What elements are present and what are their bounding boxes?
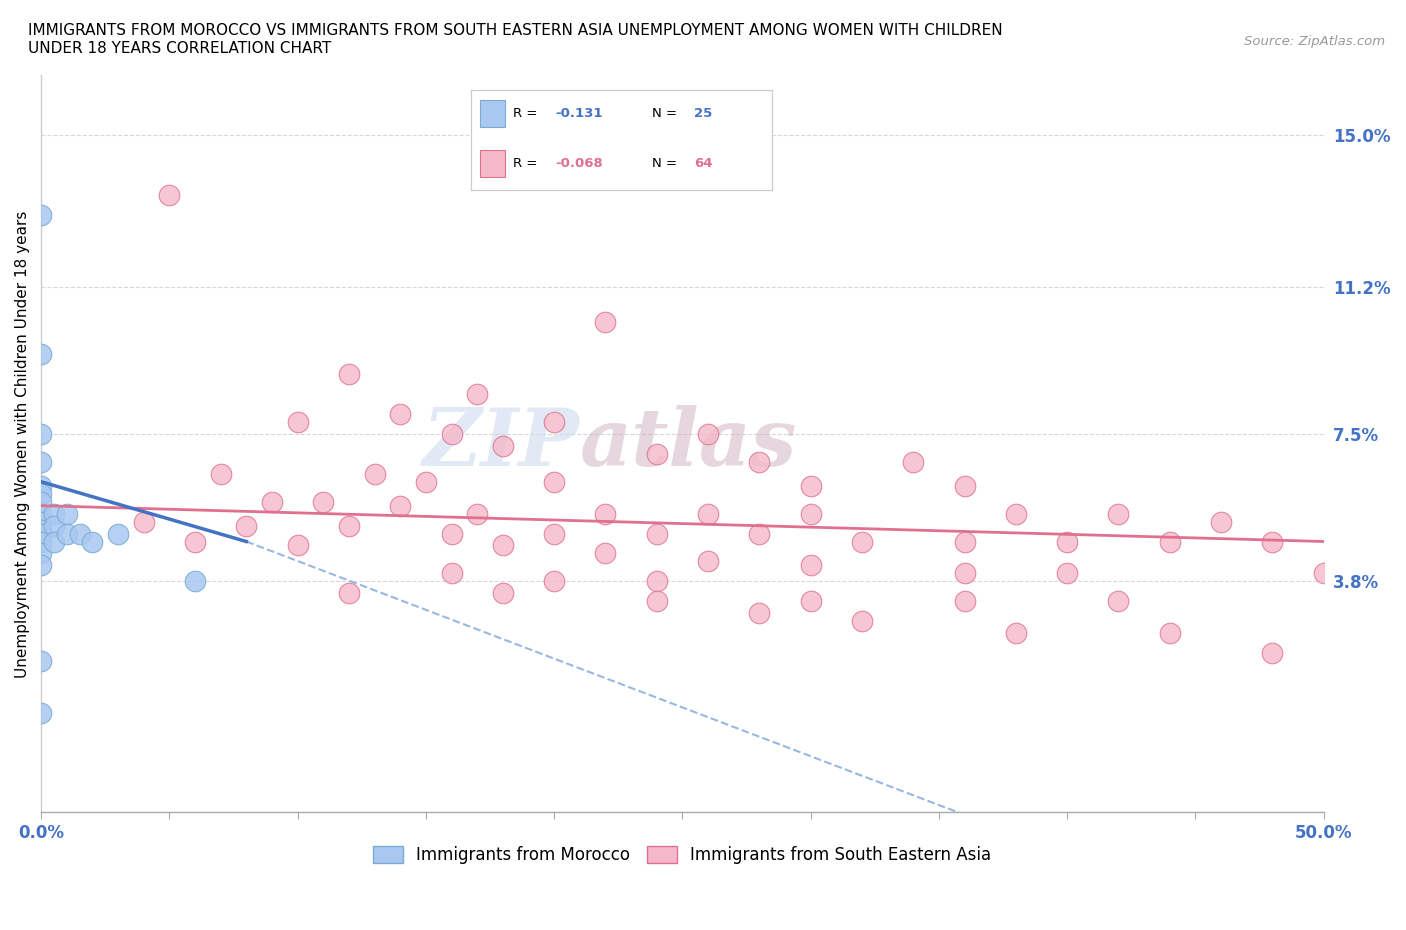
Point bbox=[492, 586, 515, 601]
Point bbox=[107, 526, 129, 541]
Point bbox=[645, 574, 668, 589]
Point bbox=[260, 494, 283, 509]
Point bbox=[800, 558, 823, 573]
Point bbox=[132, 514, 155, 529]
Point bbox=[800, 594, 823, 609]
Point bbox=[543, 574, 565, 589]
Point bbox=[748, 526, 770, 541]
Legend: Immigrants from Morocco, Immigrants from South Eastern Asia: Immigrants from Morocco, Immigrants from… bbox=[367, 839, 998, 870]
Text: IMMIGRANTS FROM MOROCCO VS IMMIGRANTS FROM SOUTH EASTERN ASIA UNEMPLOYMENT AMONG: IMMIGRANTS FROM MOROCCO VS IMMIGRANTS FR… bbox=[28, 23, 1002, 56]
Point bbox=[595, 546, 617, 561]
Point bbox=[800, 506, 823, 521]
Text: ZIP: ZIP bbox=[423, 405, 579, 483]
Point bbox=[82, 534, 104, 549]
Point bbox=[595, 506, 617, 521]
Point bbox=[30, 654, 52, 669]
Point bbox=[287, 415, 309, 430]
Point bbox=[1056, 566, 1078, 581]
Point bbox=[697, 427, 720, 442]
Point bbox=[42, 518, 65, 533]
Point bbox=[1005, 506, 1028, 521]
Point bbox=[287, 538, 309, 553]
Point bbox=[30, 347, 52, 362]
Point bbox=[30, 522, 52, 537]
Point bbox=[1056, 534, 1078, 549]
Point bbox=[953, 594, 976, 609]
Point bbox=[184, 534, 207, 549]
Point bbox=[55, 526, 77, 541]
Point bbox=[851, 534, 873, 549]
Point bbox=[30, 558, 52, 573]
Point bbox=[42, 506, 65, 521]
Point bbox=[42, 534, 65, 549]
Text: atlas: atlas bbox=[579, 405, 797, 483]
Point bbox=[851, 614, 873, 629]
Point bbox=[235, 518, 257, 533]
Point bbox=[595, 315, 617, 330]
Point bbox=[748, 455, 770, 470]
Point bbox=[492, 538, 515, 553]
Point bbox=[465, 506, 488, 521]
Point bbox=[337, 586, 360, 601]
Point bbox=[800, 478, 823, 493]
Point bbox=[30, 494, 52, 509]
Point bbox=[1159, 534, 1181, 549]
Point bbox=[645, 594, 668, 609]
Point bbox=[184, 574, 207, 589]
Point bbox=[30, 427, 52, 442]
Point bbox=[363, 466, 385, 481]
Point bbox=[30, 478, 52, 493]
Point bbox=[389, 406, 412, 421]
Point bbox=[1312, 566, 1334, 581]
Point bbox=[337, 366, 360, 381]
Point bbox=[697, 506, 720, 521]
Text: Source: ZipAtlas.com: Source: ZipAtlas.com bbox=[1244, 35, 1385, 48]
Point bbox=[645, 446, 668, 461]
Point bbox=[440, 427, 463, 442]
Point bbox=[157, 188, 180, 203]
Y-axis label: Unemployment Among Women with Children Under 18 years: Unemployment Among Women with Children U… bbox=[15, 210, 30, 678]
Point bbox=[1209, 514, 1232, 529]
Point bbox=[415, 474, 437, 489]
Point bbox=[69, 526, 91, 541]
Point bbox=[697, 554, 720, 569]
Point bbox=[440, 566, 463, 581]
Point bbox=[543, 415, 565, 430]
Point bbox=[543, 474, 565, 489]
Point bbox=[30, 526, 52, 541]
Point bbox=[543, 526, 565, 541]
Point bbox=[30, 534, 52, 549]
Point bbox=[1159, 626, 1181, 641]
Point bbox=[209, 466, 232, 481]
Point bbox=[1005, 626, 1028, 641]
Point bbox=[30, 514, 52, 529]
Point bbox=[953, 566, 976, 581]
Point bbox=[645, 526, 668, 541]
Point bbox=[440, 526, 463, 541]
Point bbox=[953, 534, 976, 549]
Point bbox=[1107, 506, 1129, 521]
Point bbox=[30, 455, 52, 470]
Point bbox=[1107, 594, 1129, 609]
Point bbox=[30, 506, 52, 521]
Point bbox=[903, 455, 925, 470]
Point bbox=[492, 438, 515, 453]
Point bbox=[337, 518, 360, 533]
Point bbox=[312, 494, 335, 509]
Point bbox=[953, 478, 976, 493]
Point bbox=[30, 207, 52, 222]
Point bbox=[55, 506, 77, 521]
Point bbox=[30, 486, 52, 501]
Point bbox=[1261, 645, 1284, 660]
Point bbox=[30, 705, 52, 720]
Point bbox=[30, 546, 52, 561]
Point bbox=[465, 387, 488, 402]
Point bbox=[1261, 534, 1284, 549]
Point bbox=[389, 498, 412, 513]
Point bbox=[748, 605, 770, 620]
